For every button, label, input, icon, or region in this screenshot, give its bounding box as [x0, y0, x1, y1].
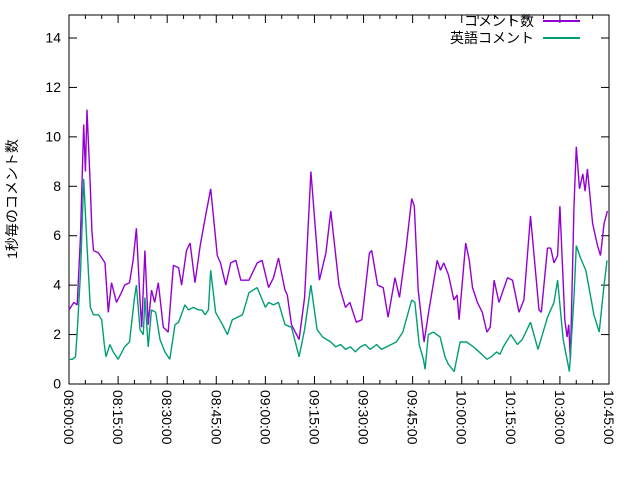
- y-axis-tick-label: 14: [45, 30, 61, 46]
- x-axis-tick-label: 09:45:00: [405, 390, 421, 445]
- x-axis-tick-label: 10:45:00: [601, 390, 617, 445]
- legend-item: コメント数: [430, 12, 580, 29]
- y-axis-tick-label: 10: [45, 128, 61, 144]
- plot-border: [68, 14, 610, 385]
- x-axis-tick-label: 08:00:00: [61, 390, 77, 445]
- x-axis-tick-label: 09:00:00: [257, 390, 273, 445]
- y-axis-tick-label: 2: [53, 326, 61, 342]
- legend-line-sample: [543, 19, 580, 22]
- legend-label: コメント数: [464, 12, 534, 29]
- x-axis-tick-label: 10:15:00: [503, 390, 519, 445]
- y-axis-title: 1秒毎のコメント数: [4, 139, 20, 259]
- series-line-comment-count: [68, 109, 609, 360]
- legend-line-sample: [543, 36, 580, 39]
- legend-item: 英語コメント: [430, 29, 580, 46]
- legend: コメント数 英語コメント: [430, 12, 580, 46]
- x-axis-tick-label: 10:30:00: [552, 390, 568, 445]
- series-line-english-comments: [69, 178, 608, 373]
- x-axis-tick-label: 09:15:00: [306, 390, 322, 445]
- x-axis-tick-label: 10:00:00: [454, 390, 470, 445]
- y-axis-tick-label: 8: [53, 178, 61, 194]
- y-axis-tick-label: 6: [53, 227, 61, 243]
- x-axis-tick-label: 08:15:00: [110, 390, 126, 445]
- y-axis-tick-label: 4: [53, 277, 61, 293]
- y-axis-tick-label: 0: [53, 376, 61, 392]
- x-axis-tick-label: 08:30:00: [159, 390, 175, 445]
- y-axis-tick-label: 12: [45, 79, 61, 95]
- x-axis-tick-label: 09:30:00: [356, 390, 372, 445]
- x-axis-tick-label: 08:45:00: [208, 390, 224, 445]
- legend-label: 英語コメント: [450, 29, 534, 46]
